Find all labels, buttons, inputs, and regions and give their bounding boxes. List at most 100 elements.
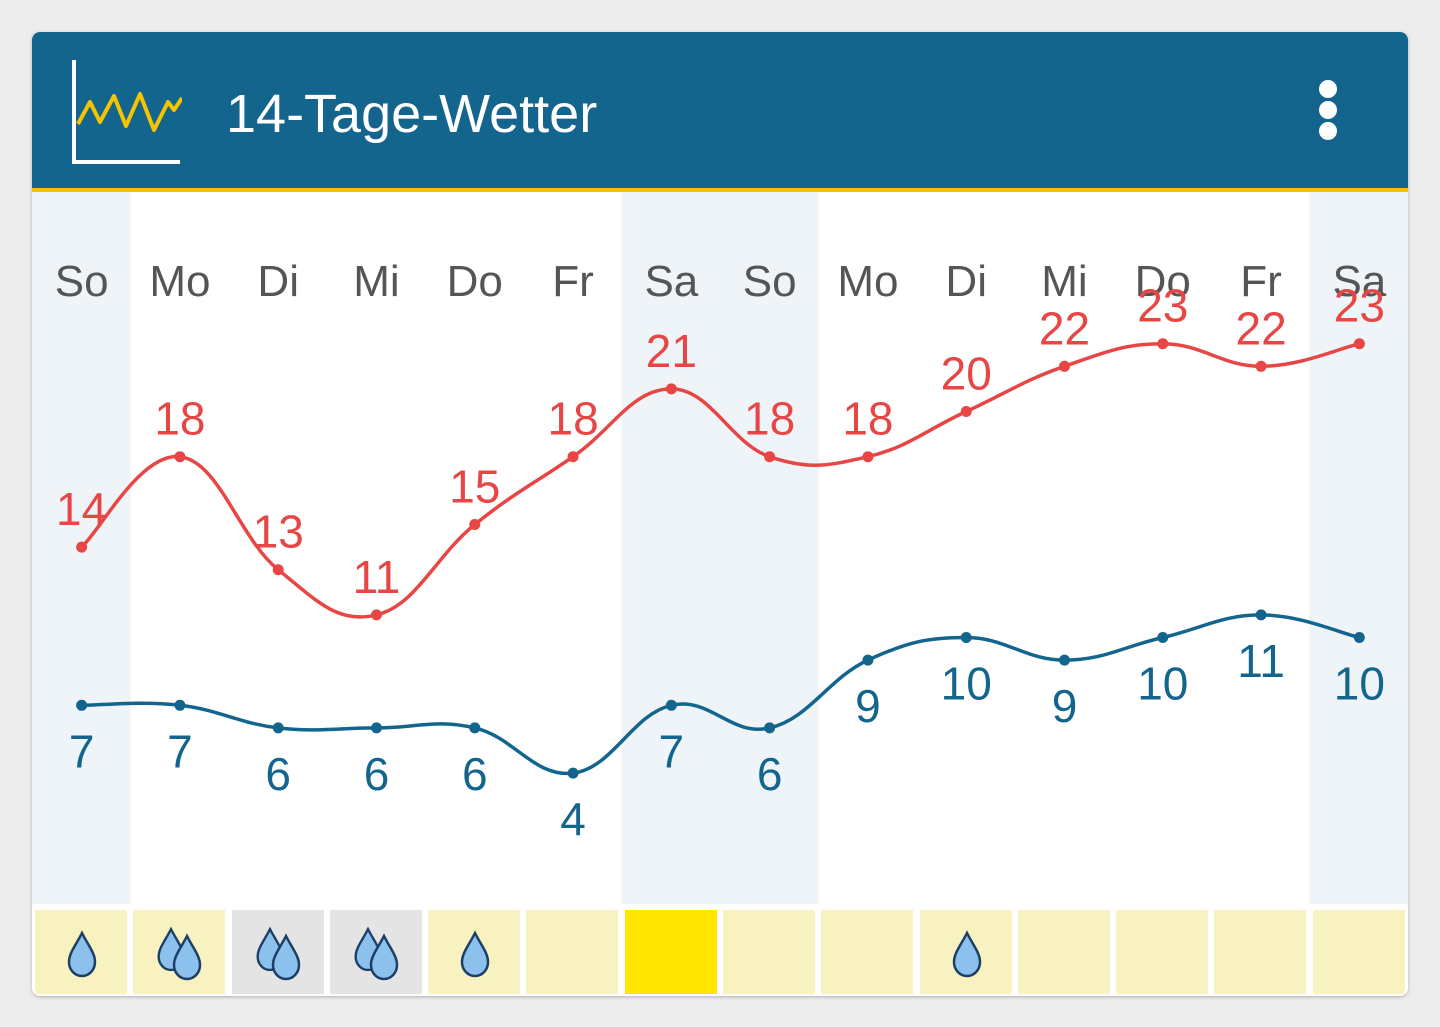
temperature-chart-svg: So Mo Di Mi Do Fr Sa So Mo Di Mi Do Fr Sa 14 18 13 11 15 18…	[32, 192, 1408, 904]
weather-widget-card[interactable]: 14-Tage-Wetter So Mo Di Mi Do Fr Sa So Mo Di Mi Do F…	[32, 32, 1408, 996]
max-temp-point	[469, 519, 481, 530]
day-label: Sa	[644, 257, 698, 306]
day-label: Mo	[149, 257, 210, 306]
max-temp-label: 18	[154, 393, 205, 445]
max-temp-point	[1059, 360, 1070, 372]
widget-title: 14-Tage-Wetter	[226, 84, 598, 144]
precipitation-cell	[625, 910, 717, 994]
precipitation-cell	[1313, 910, 1405, 994]
day-label: So	[743, 257, 797, 306]
precipitation-cell	[526, 910, 618, 994]
min-temp-label: 6	[462, 748, 488, 800]
max-temp-point	[174, 451, 186, 463]
max-temp-label: 21	[646, 325, 697, 377]
min-temp-point	[1353, 632, 1365, 643]
precipitation-cell	[821, 910, 913, 994]
precipitation-cell	[330, 910, 422, 994]
max-temp-label: 23	[1334, 280, 1385, 332]
day-label: Di	[257, 257, 299, 306]
precipitation-cell	[920, 910, 1012, 994]
max-temp-label: 22	[1039, 302, 1090, 354]
min-temp-label: 11	[1237, 635, 1285, 687]
menu-dot	[1319, 101, 1337, 119]
more-vertical-icon[interactable]	[1302, 74, 1354, 146]
temperature-chart: So Mo Di Mi Do Fr Sa So Mo Di Mi Do Fr Sa 14 18 13 11 15 18…	[32, 192, 1408, 904]
min-temp-label: 6	[265, 748, 291, 800]
precipitation-row	[32, 904, 1408, 996]
day-label: Sa	[1332, 257, 1386, 306]
max-temp-point	[1255, 360, 1267, 372]
precipitation-cell	[1214, 910, 1306, 994]
min-temp-point	[174, 699, 186, 711]
max-temp-label: 20	[941, 348, 992, 400]
day-label: Mo	[837, 257, 898, 306]
min-temp-label: 6	[364, 748, 390, 800]
min-temp-label: 7	[659, 725, 685, 777]
min-temp-point	[1157, 632, 1169, 643]
raindrop-icon	[67, 930, 97, 978]
precipitation-cell	[133, 910, 225, 994]
day-label: Mi	[1041, 257, 1087, 306]
max-temp-point	[862, 451, 874, 463]
min-temp-point	[764, 722, 776, 734]
min-temp-point	[76, 699, 88, 711]
max-temp-point	[76, 541, 88, 553]
raindrop-icon	[256, 926, 301, 981]
day-label: So	[55, 257, 109, 306]
min-temp-label: 9	[1052, 680, 1078, 732]
max-temp-point	[665, 383, 677, 395]
max-temp-point	[960, 406, 972, 417]
max-temp-point	[1157, 338, 1169, 350]
min-temp-label: 4	[560, 793, 586, 845]
min-temp-point	[960, 632, 972, 643]
max-temp-label: 18	[744, 393, 795, 445]
day-label: Fr	[552, 257, 594, 306]
min-temp-line	[81, 613, 1360, 776]
day-label: Di	[945, 257, 987, 306]
precipitation-cell	[723, 910, 815, 994]
min-temp-point	[567, 767, 579, 779]
max-temp-point	[272, 564, 284, 576]
raindrop-icon	[354, 926, 399, 981]
min-temp-point	[469, 722, 481, 734]
min-temp-label: 6	[757, 748, 783, 800]
min-temp-point	[272, 722, 284, 734]
max-temp-label: 22	[1235, 302, 1286, 354]
max-temp-point	[567, 451, 579, 463]
raindrop-icon	[460, 930, 490, 978]
min-temp-point	[1255, 609, 1267, 621]
day-label: Do	[447, 257, 503, 306]
weekend-column-bg	[719, 192, 819, 904]
raindrop-icon	[952, 930, 982, 978]
menu-dot	[1319, 122, 1337, 140]
menu-dot	[1319, 80, 1337, 98]
precipitation-cell	[1018, 910, 1110, 994]
max-temp-point	[1353, 338, 1365, 350]
max-temp-point	[764, 451, 776, 463]
max-temp-label: 11	[353, 551, 401, 603]
max-temp-label: 18	[547, 393, 598, 445]
day-label: Mi	[353, 257, 399, 306]
raindrop-icon	[157, 926, 202, 981]
max-temp-label: 13	[253, 506, 304, 558]
min-temp-label: 10	[1334, 658, 1385, 710]
precipitation-cell	[232, 910, 324, 994]
min-temp-point	[1059, 654, 1070, 666]
weekend-column-bg	[1309, 192, 1408, 904]
min-temp-label: 10	[941, 658, 992, 710]
min-temp-label: 7	[167, 725, 193, 777]
precipitation-cell	[1116, 910, 1208, 994]
min-temp-point	[371, 722, 382, 734]
header-accent-line	[32, 188, 1408, 192]
min-temp-point	[862, 654, 874, 666]
max-temp-label: 14	[56, 483, 107, 535]
max-temp-point	[371, 609, 382, 621]
min-temp-label: 7	[69, 725, 95, 777]
precipitation-cell	[428, 910, 520, 994]
min-temp-label: 9	[855, 680, 881, 732]
min-temp-label: 10	[1137, 658, 1188, 710]
max-temp-label: 15	[449, 461, 500, 513]
max-temp-label: 23	[1137, 280, 1188, 332]
weekend-column-bg	[621, 192, 721, 904]
day-label: Do	[1135, 257, 1191, 306]
